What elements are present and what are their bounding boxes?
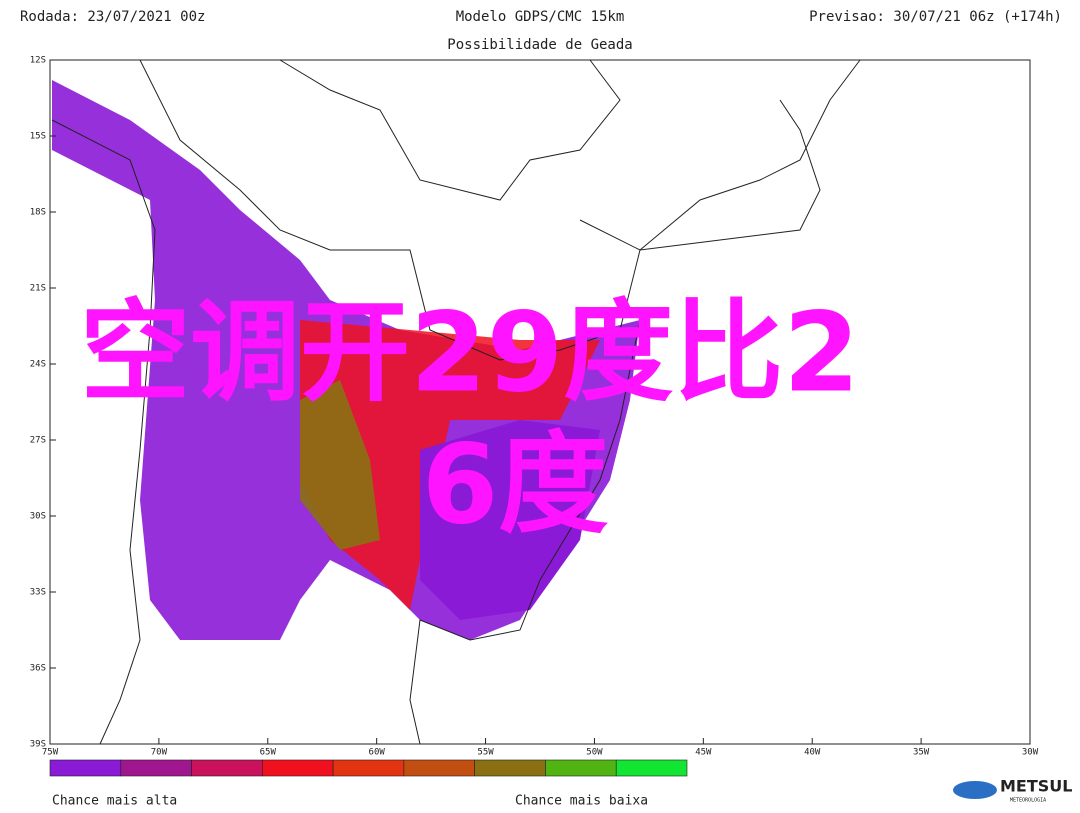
lon-label: 45W — [695, 748, 712, 758]
lat-label: 15S — [30, 132, 46, 142]
legend-swatch — [474, 759, 546, 777]
legend-swatch — [332, 759, 405, 777]
lat-label: 39S — [30, 740, 46, 750]
legend-swatch — [49, 759, 122, 777]
legend-swatch — [262, 759, 334, 777]
map — [49, 59, 1031, 745]
lon-label: 60W — [369, 748, 386, 758]
map-subtitle: Possibilidade de Geada — [447, 37, 632, 53]
lon-label: 70W — [151, 748, 168, 758]
overlay-line: 空调开29度比2 — [80, 288, 860, 416]
lon-label: 55W — [477, 748, 494, 758]
lat-label: 27S — [30, 436, 46, 446]
logo-name: METSUL — [1000, 777, 1072, 796]
logo-tagline: METEOROLOGIA — [1010, 798, 1046, 804]
lon-label: 75W — [42, 748, 59, 758]
lat-label: 33S — [30, 588, 46, 598]
lat-label: 21S — [30, 284, 46, 294]
lat-label: 18S — [30, 208, 46, 218]
lat-label: 24S — [30, 360, 46, 370]
run-date: Rodada: 23/07/2021 00z — [20, 9, 205, 25]
lon-label: 35W — [913, 748, 930, 758]
legend-swatch — [615, 759, 688, 777]
legend-swatch — [545, 759, 617, 777]
lat-label: 36S — [30, 664, 46, 674]
forecast-date: Previsao: 30/07/21 06z (+174h) — [809, 9, 1062, 25]
lat-label: 12S — [30, 56, 46, 66]
lon-label: 65W — [260, 748, 277, 758]
lon-label: 50W — [586, 748, 603, 758]
legend — [49, 759, 688, 777]
overlay-line: 6度 — [422, 420, 609, 548]
logo: METSUL METEOROLOGIA — [953, 777, 1072, 804]
legend-swatch — [403, 759, 475, 777]
legend-swatch — [120, 759, 192, 777]
lon-label: 30W — [1022, 748, 1039, 758]
lon-label: 40W — [804, 748, 821, 758]
legend-swatch — [191, 759, 263, 777]
lat-label: 30S — [30, 512, 46, 522]
legend-low-label: Chance mais baixa — [515, 794, 648, 809]
model: Modelo GDPS/CMC 15km — [456, 9, 625, 25]
legend-high-label: Chance mais alta — [52, 794, 177, 809]
